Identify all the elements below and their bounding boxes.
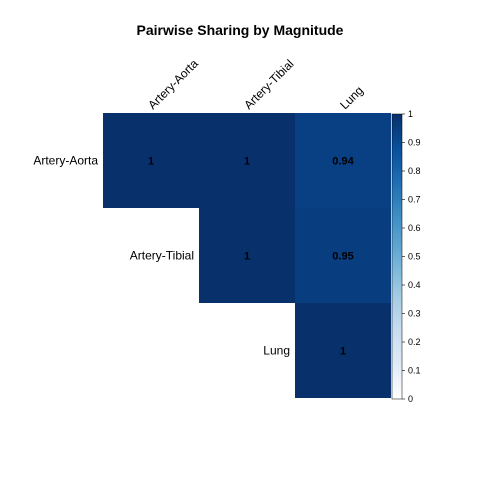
colorbar-gradient xyxy=(391,113,403,400)
colorbar: 0 0.1 0.2 0.3 0.4 0.5 0.6 0.7 0.8 0.9 1 xyxy=(391,109,421,404)
colorbar-tick-label: 0.9 xyxy=(408,138,421,148)
cell-value-label: 1 xyxy=(244,156,250,168)
row-label: Lung xyxy=(263,344,290,358)
heatmap-cell-r2-c2 xyxy=(295,303,391,398)
colorbar-tick-label: 0.6 xyxy=(408,223,421,233)
column-label: Lung xyxy=(337,83,366,112)
colorbar-tick-label: 0.7 xyxy=(408,195,421,205)
cell-value-label: 0.95 xyxy=(332,251,353,263)
column-labels: Artery-Aorta Artery-Tibial Lung xyxy=(145,56,366,112)
colorbar-tick-label: 0.2 xyxy=(408,337,421,347)
cell-value-label: 1 xyxy=(244,251,250,263)
cell-value-label: 1 xyxy=(340,346,346,358)
colorbar-tick-label: 0.3 xyxy=(408,309,421,319)
heatmap-cells xyxy=(103,113,391,398)
row-label: Artery-Tibial xyxy=(130,249,194,263)
heatmap-cell-r1-c2 xyxy=(295,208,391,303)
heatmap-cell-r0-c2 xyxy=(295,113,391,208)
chart-title: Pairwise Sharing by Magnitude xyxy=(137,22,344,38)
row-labels: Artery-Aorta Artery-Tibial Lung xyxy=(33,154,290,358)
cell-value-label: 0.94 xyxy=(332,156,354,168)
heatmap-cell-r0-c1 xyxy=(199,113,295,208)
colorbar-tick-label: 0.5 xyxy=(408,252,421,262)
colorbar-tick-label: 0 xyxy=(408,394,413,404)
heatmap-cell-r1-c1 xyxy=(199,208,295,303)
colorbar-tick-label: 1 xyxy=(408,109,413,119)
column-label: Artery-Aorta xyxy=(145,56,201,112)
row-label: Artery-Aorta xyxy=(33,154,98,168)
cell-labels: 1 1 0.94 1 0.95 1 xyxy=(148,156,355,358)
colorbar-tick-label: 0.4 xyxy=(408,280,421,290)
heatmap-cell-r0-c0 xyxy=(103,113,199,208)
colorbar-tick-label: 0.1 xyxy=(408,366,421,376)
column-label: Artery-Tibial xyxy=(241,57,296,112)
colorbar-tick-label: 0.8 xyxy=(408,166,421,176)
cell-value-label: 1 xyxy=(148,156,154,168)
